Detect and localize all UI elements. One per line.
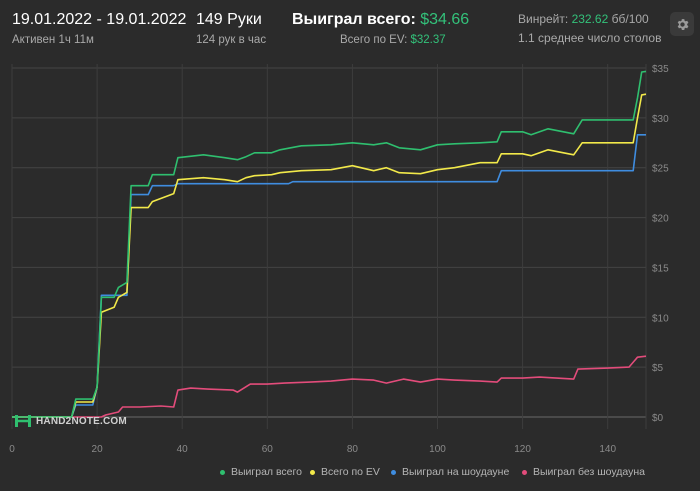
- legend-item-showdown[interactable]: Выиграл на шоудауне: [391, 466, 509, 478]
- x-tick-label: 80: [347, 444, 359, 455]
- legend-label: Выиграл на шоудауне: [402, 466, 510, 478]
- ev-total-value: $32.37: [410, 34, 446, 46]
- hand2note-logo-icon: [15, 415, 31, 427]
- hand2note-logo: HAND2NOTE.COM: [14, 414, 127, 428]
- x-tick-label: 60: [262, 444, 274, 455]
- won-total: Выиграл всего: $34.66: [292, 11, 469, 29]
- chart-axes: $0 $5 $10 $15 $20 $25 $30 $35 0 20 40 60 80 100 120 140: [9, 64, 669, 455]
- active-time: Активен 1ч 11м: [12, 34, 94, 46]
- y-tick-label: $25: [652, 164, 669, 175]
- x-tick-label: 100: [429, 444, 446, 455]
- winrate: Винрейт: 232.62 бб/100: [518, 12, 661, 26]
- x-tick-label: 40: [177, 444, 189, 455]
- date-range: 19.01.2022 - 19.01.2022: [12, 11, 187, 28]
- ev-total: Всего по EV: $32.37: [340, 34, 469, 46]
- legend-item-non-showdown[interactable]: Выиграл без шоудауна: [522, 466, 645, 478]
- chart-legend: Выиграл всего Всего по EV Выиграл на шоу…: [0, 466, 700, 482]
- y-tick-label: $10: [652, 313, 669, 324]
- gear-icon: [677, 18, 688, 30]
- legend-marker: [391, 469, 396, 475]
- chart-series: [12, 70, 647, 418]
- winrate-block: Винрейт: 232.62 бб/100 1.1 среднее число…: [518, 12, 661, 45]
- hands-block: 149 Руки 124 рук в час: [196, 11, 266, 46]
- y-tick-label: $15: [652, 263, 669, 274]
- legend-label: Выиграл без шоудауна: [533, 466, 645, 478]
- series-line-2: [12, 134, 646, 418]
- legend-marker: [220, 469, 225, 475]
- series-line-1: [12, 93, 647, 418]
- legend-label: Выиграл всего: [231, 466, 302, 478]
- logo-text: HAND2NOTE.COM: [36, 415, 127, 427]
- won-total-label: Выиграл всего:: [292, 11, 416, 28]
- y-tick-label: $0: [652, 413, 664, 424]
- legend-marker: [310, 469, 315, 475]
- won-total-value: $34.66: [420, 11, 470, 28]
- y-tick-label: $30: [652, 114, 669, 125]
- won-block: Выиграл всего: $34.66 Всего по EV: $32.3…: [292, 11, 469, 46]
- chart-grid: [11, 64, 647, 429]
- ev-total-label: Всего по EV:: [340, 34, 408, 46]
- legend-label: Всего по EV: [321, 466, 380, 478]
- avg-tables: 1.1 среднее число столов: [518, 31, 662, 45]
- y-tick-label: $20: [652, 214, 669, 225]
- y-tick-label: $5: [652, 363, 664, 374]
- x-tick-label: 120: [514, 444, 531, 455]
- x-tick-label: 20: [92, 444, 104, 455]
- stats-header: 19.01.2022 - 19.01.2022 Активен 1ч 11м 1…: [0, 0, 700, 58]
- winnings-chart: $0 $5 $10 $15 $20 $25 $30 $35 0 20 40 60 80 100 120 140: [9, 64, 669, 455]
- winrate-label: Винрейт:: [518, 12, 569, 26]
- hands-per-hour: 124 рук в час: [196, 34, 267, 46]
- series-line-0: [12, 70, 647, 418]
- y-tick-label: $35: [652, 64, 669, 75]
- x-tick-label: 140: [599, 444, 616, 455]
- x-tick-label: 0: [9, 444, 15, 455]
- settings-button[interactable]: [670, 12, 694, 36]
- winrate-value: 232.62: [571, 12, 609, 26]
- legend-marker: [522, 469, 527, 475]
- legend-item-won[interactable]: Выиграл всего: [220, 466, 302, 478]
- session-range-block: 19.01.2022 - 19.01.2022 Активен 1ч 11м: [12, 11, 186, 46]
- legend-item-ev[interactable]: Всего по EV: [310, 466, 380, 478]
- winrate-unit: бб/100: [611, 12, 649, 26]
- hands-count: 149 Руки: [196, 11, 262, 28]
- series-line-3: [12, 355, 647, 418]
